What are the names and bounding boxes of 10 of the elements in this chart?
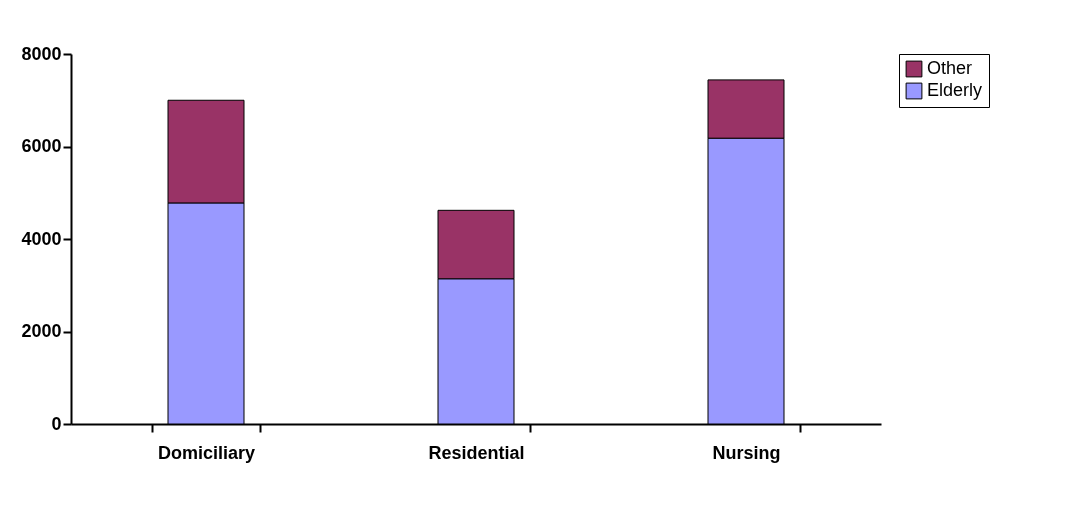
y-tick-label: 2000 — [21, 321, 62, 341]
y-tick-label: 8000 — [21, 43, 62, 64]
x-tick-label: Domiciliary — [157, 442, 256, 463]
legend-label: Elderly — [927, 80, 983, 100]
y-tick-label: 4000 — [21, 228, 62, 249]
y-tick-label: 6000 — [21, 136, 62, 156]
y-tick-label: 0 — [51, 413, 62, 434]
legend-label: Other — [927, 58, 973, 78]
x-tick-label: Nursing — [712, 442, 781, 463]
x-tick-label: Residential — [428, 442, 525, 463]
